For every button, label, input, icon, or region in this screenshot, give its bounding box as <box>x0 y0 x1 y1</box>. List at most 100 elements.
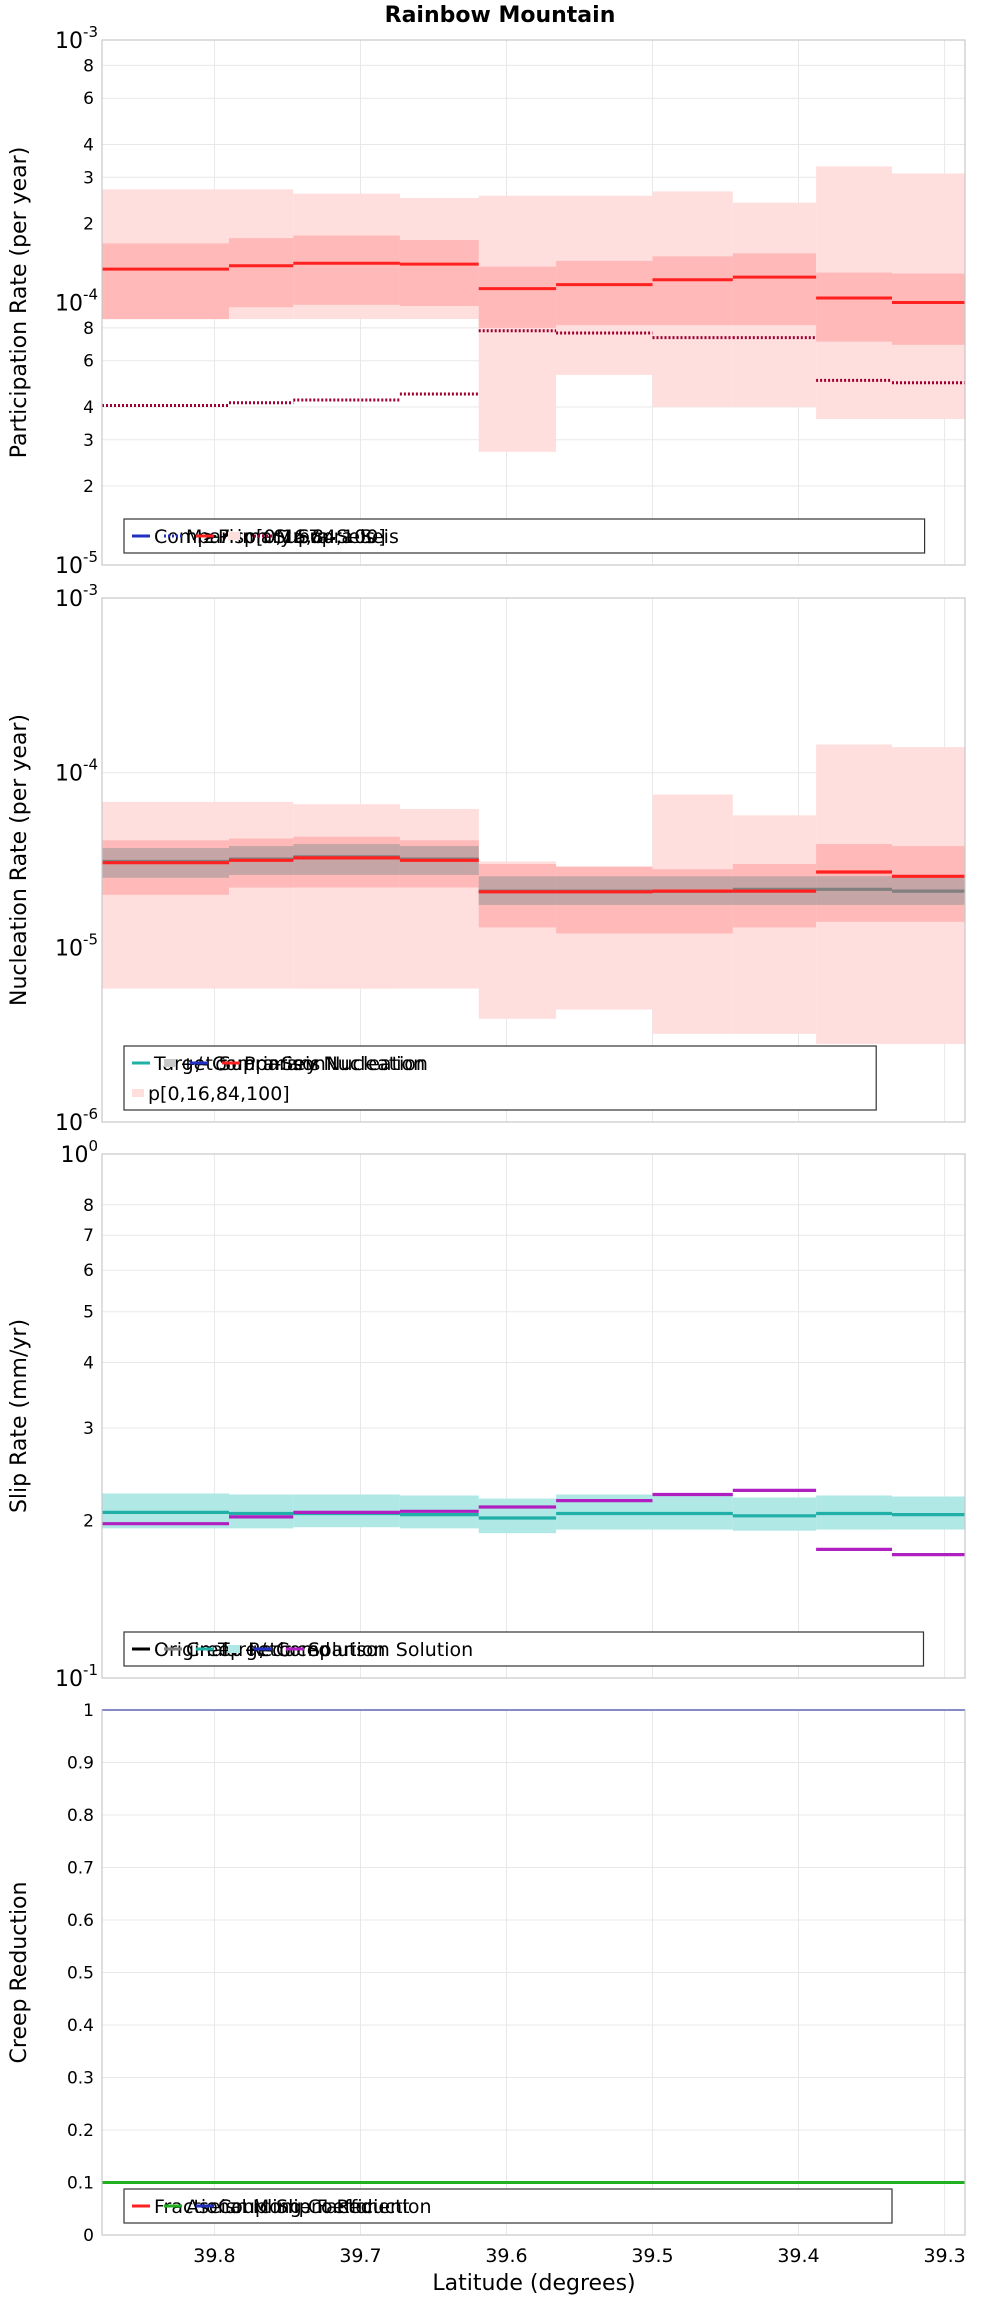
legend-swatch <box>164 1059 176 1067</box>
band-p16-p84 <box>556 260 653 326</box>
legend-label: Original <box>154 1639 228 1661</box>
y-tick-label: 0.4 <box>67 2016 94 2036</box>
plot-frame <box>101 1709 966 2236</box>
y-tick-label: 7 <box>83 1226 94 1246</box>
band-p16-p84 <box>102 243 229 320</box>
y-tick-label: 6 <box>83 89 94 109</box>
y-tick-label: 3 <box>83 1419 94 1439</box>
legend: Target Supra-Seis Nucleation+/- σCompari… <box>123 1045 877 1111</box>
band-p0-p100 <box>229 801 294 989</box>
y-tick-label: 0.2 <box>67 2121 94 2141</box>
y-tick-label: 10-5 <box>55 548 98 579</box>
legend-label: p[0,16,84,100] <box>244 526 386 548</box>
y-tick-label: 2 <box>83 477 94 497</box>
y-tick-label: 6 <box>83 1261 94 1281</box>
legend-swatch <box>228 1645 240 1653</box>
legend-label: Target Supra-Seis Nucleation <box>153 1053 428 1075</box>
y-tick-label: 8 <box>83 1196 94 1216</box>
y-axis-label: Nucleation Rate (per year) <box>7 714 32 1006</box>
target-sigma-band <box>229 1494 294 1529</box>
legend-box <box>123 2188 893 2224</box>
band-p0-p100 <box>102 801 229 989</box>
legend-box <box>123 1045 877 1111</box>
y-axis-label: Slip Rate (mm/yr) <box>7 1319 32 1513</box>
y-axis-label: Creep Reduction <box>7 1882 32 2064</box>
chart-panel-creep: 0 0.1 0.2 0.3 0.4 0.5 0.6 0.7 0.8 0.9 1 Creep Reduc… <box>7 1701 966 2246</box>
y-tick-label: 4 <box>83 1354 94 1374</box>
y-tick-label: 5 <box>83 1303 94 1323</box>
x-axis-label: Latitude (degrees) <box>432 2271 635 2296</box>
y-tick-label: 4 <box>83 136 94 156</box>
target-sigma-band <box>732 1497 816 1531</box>
y-tick-label: 0.9 <box>67 1754 94 1774</box>
x-tick-label: 39.3 <box>923 2245 965 2267</box>
legend-label: p[0,16,84,100] <box>148 1083 290 1105</box>
y-tick-label: 10-5 <box>55 930 98 961</box>
legend-label: M≥7 <box>276 526 320 548</box>
band-p16-p84 <box>652 256 733 326</box>
band-p16-p84 <box>816 272 892 342</box>
y-tick-label: 6 <box>83 352 94 372</box>
legend-swatch <box>228 532 240 540</box>
y-tick-label: 8 <box>83 56 94 76</box>
x-tick-label: 39.5 <box>631 2245 673 2267</box>
chart-panel-nucleation: 10-6 10-5 10-4 10-3 Nucleation Rate (per yea… <box>7 581 966 1136</box>
y-tick-label: 3 <box>83 431 94 451</box>
plot-frame <box>101 597 966 1123</box>
legend-label: Primary Supra-Seis <box>218 526 399 548</box>
y-tick-label: 1 <box>83 1701 94 1721</box>
legend-box <box>123 518 926 554</box>
band-p16-p84 <box>732 253 816 326</box>
band-p16-p84 <box>229 238 294 308</box>
y-tick-label: 10-4 <box>55 756 98 787</box>
y-tick-label: 8 <box>83 319 94 339</box>
x-tick-label: 39.6 <box>485 2245 527 2267</box>
y-tick-label: 10-4 <box>55 286 98 317</box>
y-tick-label: 0.1 <box>67 2174 94 2194</box>
legend-swatch <box>132 1089 144 1097</box>
y-tick-label: 100 <box>60 1137 98 1168</box>
legend-label: Coupling Coefficient <box>218 2196 410 2218</box>
band-p16-p84 <box>478 266 557 328</box>
legend-label: Comparison Solution <box>276 1639 473 1661</box>
y-tick-label: 0.8 <box>67 1806 94 1826</box>
figure-title: Rainbow Mountain <box>385 3 616 28</box>
legend-label: Target <box>217 1639 277 1661</box>
band-p0-p100 <box>399 808 479 989</box>
x-tick-label: 39.7 <box>339 2245 381 2267</box>
y-tick-label: 10-1 <box>55 1661 98 1692</box>
y-tick-label: 10-3 <box>55 581 98 612</box>
y-tick-label: 0.7 <box>67 1859 94 1879</box>
y-tick-label: 3 <box>83 168 94 188</box>
plot-frame <box>101 1153 966 1679</box>
target-sigma-band <box>478 1498 557 1534</box>
legend-label: Solution <box>308 1639 385 1661</box>
x-tick-label: 39.8 <box>193 2245 235 2267</box>
y-tick-label: 0 <box>83 2226 94 2246</box>
legend-label: Primary Nucleation <box>244 1053 425 1075</box>
y-tick-label: 10-6 <box>55 1105 98 1136</box>
y-tick-label: 2 <box>83 215 94 235</box>
x-tick-label: 39.4 <box>777 2245 819 2267</box>
y-tick-label: 4 <box>83 398 94 418</box>
band-p16-p84 <box>293 235 400 305</box>
band-p16-p84 <box>892 273 965 345</box>
band-p16-p84 <box>399 240 479 306</box>
plot-frame <box>101 39 966 566</box>
y-tick-label: 2 <box>83 1511 94 1531</box>
y-tick-label: 0.3 <box>67 2069 94 2089</box>
y-tick-label: 0.6 <box>67 1911 94 1931</box>
y-tick-label: 10-3 <box>55 23 98 54</box>
y-tick-label: 0.5 <box>67 1964 94 1984</box>
legend-label: Aseismic Slip Factor <box>186 2196 375 2218</box>
y-axis-label: Participation Rate (per year) <box>7 147 32 459</box>
legend-label: Comparison Supra-Seis <box>154 526 375 548</box>
legend-label: Comparison <box>212 1053 326 1075</box>
band-p0-p100 <box>293 804 400 989</box>
